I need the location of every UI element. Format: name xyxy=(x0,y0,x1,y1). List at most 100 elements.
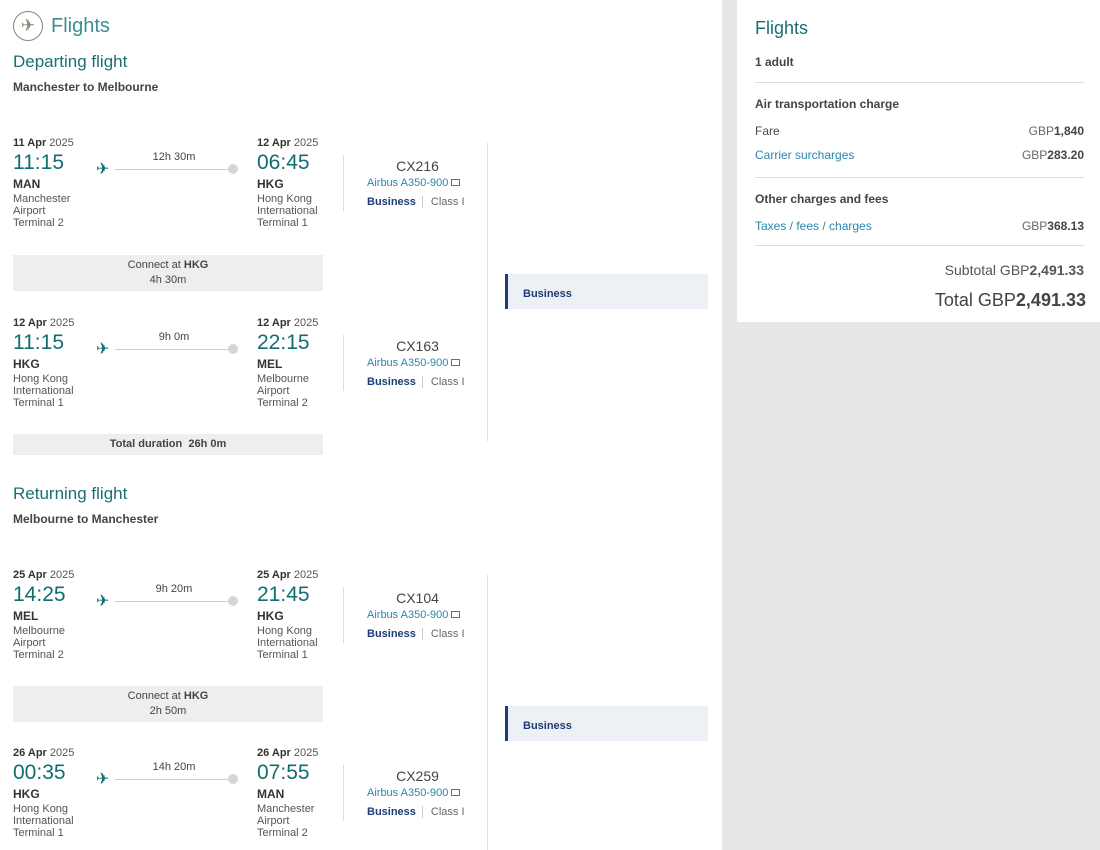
flight-segment: 12 Apr 2025 11:15 HKG Hong Kong Internati… xyxy=(0,317,470,409)
surcharge-row: Carrier surcharges GBP283.20 xyxy=(755,148,1084,162)
departure-airport: Hong Kong International Terminal 1 xyxy=(13,803,74,839)
arrival-airport: Hong Kong International Terminal 1 xyxy=(257,625,318,661)
departure-airport: Manchester Airport Terminal 2 xyxy=(13,193,71,229)
total-duration: Total duration 26h 0m xyxy=(13,434,323,455)
arrival-code: HKG xyxy=(257,609,284,623)
external-link-icon xyxy=(451,359,461,366)
external-link-icon xyxy=(451,789,461,796)
cabin-class: Business Class I xyxy=(367,196,465,208)
divider xyxy=(755,177,1084,178)
page-title: Flights xyxy=(51,15,110,37)
connect-airport: HKG xyxy=(183,259,209,271)
external-link-icon xyxy=(451,179,461,186)
arrival-date: 25 Apr 2025 xyxy=(257,569,319,581)
taxes-link[interactable]: Taxes / fees / charges xyxy=(755,219,872,233)
divider xyxy=(487,143,488,441)
airplane-icon: ✈ xyxy=(96,593,110,610)
currency: GBP xyxy=(1028,124,1054,138)
total-duration-label: Total duration xyxy=(109,438,183,450)
arrival-time: 06:45 xyxy=(257,151,310,174)
departure-code: MAN xyxy=(13,177,41,191)
taxes-row: Taxes / fees / charges GBP368.13 xyxy=(755,219,1084,233)
air-charge-title: Air transportation charge xyxy=(755,97,900,111)
connect-airport: HKG xyxy=(183,690,209,702)
departure-time: 14:25 xyxy=(13,583,66,606)
departure-code: HKG xyxy=(13,787,40,801)
connect-duration: 2h 50m xyxy=(149,705,187,717)
divider xyxy=(755,82,1084,83)
arrival-code: HKG xyxy=(257,177,284,191)
divider xyxy=(755,245,1084,246)
departure-date: 12 Apr 2025 xyxy=(13,317,75,329)
departing-route: Manchester to Melbourne xyxy=(13,80,159,94)
divider xyxy=(487,575,488,850)
passenger-count: 1 adult xyxy=(755,55,794,69)
departing-title: Departing flight xyxy=(13,52,128,71)
currency: GBP xyxy=(1021,219,1048,233)
departure-code: HKG xyxy=(13,357,40,371)
aircraft-link[interactable]: Airbus A350-900 xyxy=(367,787,461,799)
divider xyxy=(343,335,344,391)
fare-row: Fare GBP1,840 xyxy=(755,124,1084,138)
flight-duration: 14h 20m xyxy=(152,761,196,773)
fare-amount: 1,840 xyxy=(1053,124,1084,138)
cabin-selection-departing[interactable]: Business xyxy=(505,274,708,309)
subtotal-amount: 2,491.33 xyxy=(1029,262,1085,278)
total-label: Total GBP xyxy=(934,290,1016,310)
flight-number: CX216 xyxy=(396,158,439,174)
arrival-dot xyxy=(228,344,238,354)
flight-segment: 11 Apr 2025 11:15 MAN Manchester Airport T… xyxy=(0,137,470,229)
carrier-surcharges-link[interactable]: Carrier surcharges xyxy=(755,148,855,162)
cabin-class: Business Class I xyxy=(367,806,465,818)
connect-duration: 4h 30m xyxy=(149,274,187,286)
arrival-date: 26 Apr 2025 xyxy=(257,747,319,759)
arrival-dot xyxy=(228,596,238,606)
airplane-icon: ✈ xyxy=(96,341,110,358)
connect-label: Connect at xyxy=(127,259,181,271)
duration-line xyxy=(115,349,230,350)
divider xyxy=(343,765,344,821)
duration-line xyxy=(115,169,230,170)
divider xyxy=(343,587,344,643)
connection-info: Connect at HKG 4h 30m xyxy=(13,255,323,291)
flight-duration: 12h 30m xyxy=(152,151,196,163)
connect-label: Connect at xyxy=(127,690,181,702)
arrival-code: MEL xyxy=(257,357,283,371)
arrival-date: 12 Apr 2025 xyxy=(257,137,319,149)
departure-date: 26 Apr 2025 xyxy=(13,747,75,759)
departure-airport: Melbourne Airport Terminal 2 xyxy=(13,625,65,661)
arrival-airport: Melbourne Airport Terminal 2 xyxy=(257,373,309,409)
arrival-time: 07:55 xyxy=(257,761,310,784)
departure-airport: Hong Kong International Terminal 1 xyxy=(13,373,74,409)
currency: GBP xyxy=(1021,148,1048,162)
duration-line xyxy=(115,601,230,602)
cabin-selection-returning[interactable]: Business xyxy=(505,706,708,741)
arrival-time: 22:15 xyxy=(257,331,310,354)
airplane-icon: ✈ xyxy=(96,161,110,178)
divider xyxy=(343,155,344,211)
cabin-class: Business Class I xyxy=(367,376,465,388)
airplane-icon: ✈ xyxy=(13,11,43,41)
flight-number: CX104 xyxy=(396,590,439,606)
arrival-time: 21:45 xyxy=(257,583,310,606)
taxes-amount: 368.13 xyxy=(1047,219,1084,233)
airplane-icon: ✈ xyxy=(96,771,110,788)
returning-route: Melbourne to Manchester xyxy=(13,512,159,526)
flight-segment: 26 Apr 2025 00:35 HKG Hong Kong Internati… xyxy=(0,747,470,839)
summary-title: Flights xyxy=(755,18,809,38)
arrival-code: MAN xyxy=(257,787,285,801)
flight-duration: 9h 0m xyxy=(158,331,190,343)
flight-segment: 25 Apr 2025 14:25 MEL Melbourne Airport Te… xyxy=(0,569,470,661)
departure-code: MEL xyxy=(13,609,39,623)
aircraft-link[interactable]: Airbus A350-900 xyxy=(367,357,461,369)
aircraft-link[interactable]: Airbus A350-900 xyxy=(367,177,461,189)
arrival-airport: Manchester Airport Terminal 2 xyxy=(257,803,315,839)
other-charges-title: Other charges and fees xyxy=(755,192,889,206)
total-amount: 2,491.33 xyxy=(1015,290,1086,310)
external-link-icon xyxy=(451,611,461,618)
surcharge-amount: 283.20 xyxy=(1047,148,1084,162)
cabin-class: Business Class I xyxy=(367,628,465,640)
price-summary-card: Flights 1 adult Air transportation charg… xyxy=(737,0,1100,322)
aircraft-link[interactable]: Airbus A350-900 xyxy=(367,609,461,621)
flight-number: CX259 xyxy=(396,768,439,784)
